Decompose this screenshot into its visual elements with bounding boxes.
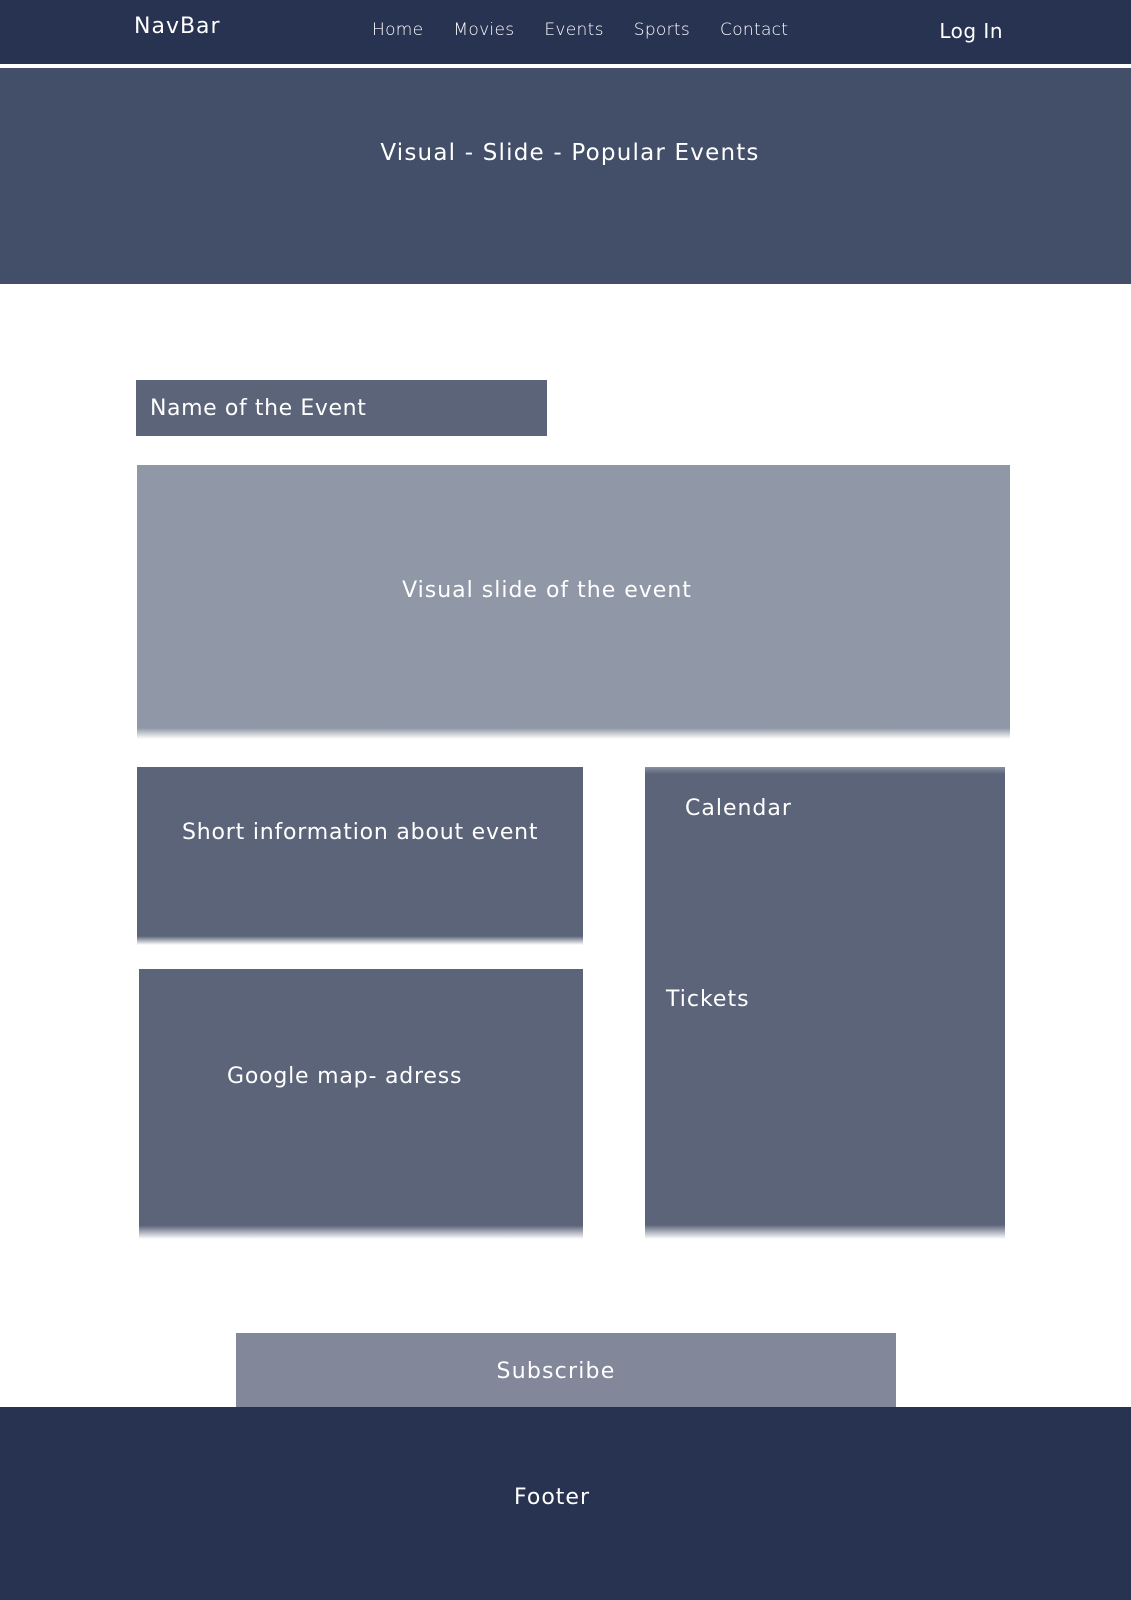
subscribe-button[interactable]: Subscribe [236, 1333, 896, 1407]
nav-link-movies[interactable]: Movies [453, 20, 515, 40]
event-name: Name of the Event [150, 396, 367, 421]
event-slide-text: Visual slide of the event [402, 578, 692, 603]
hero-text: Visual - Slide - Popular Events [380, 140, 760, 166]
event-visual-slide[interactable]: Visual slide of the event [137, 465, 1010, 739]
event-info-text: Short information about event [182, 820, 539, 845]
calendar-label[interactable]: Calendar [685, 796, 792, 821]
nav-link-sports[interactable]: Sports [633, 20, 691, 40]
nav-links: Home Movies Events Sports Contact [372, 20, 818, 40]
map-card[interactable]: Google map- adress [139, 969, 583, 1239]
login-button[interactable]: Log In [939, 19, 1003, 43]
calendar-tickets-card: Calendar Tickets [645, 767, 1005, 1239]
map-text: Google map- adress [227, 1064, 463, 1089]
nav-link-home[interactable]: Home [372, 20, 424, 40]
event-info-card: Short information about event [137, 767, 583, 945]
navbar-brand[interactable]: NavBar [134, 14, 221, 39]
nav-link-contact[interactable]: Contact [720, 20, 789, 40]
footer-text: Footer [514, 1485, 590, 1510]
nav-link-events[interactable]: Events [544, 20, 604, 40]
footer: Footer [0, 1407, 1131, 1600]
hero-slider[interactable]: Visual - Slide - Popular Events [0, 68, 1131, 284]
subscribe-label: Subscribe [496, 1359, 616, 1384]
event-name-box: Name of the Event [136, 380, 547, 436]
navbar: NavBar Home Movies Events Sports Contact… [0, 0, 1131, 67]
tickets-label[interactable]: Tickets [666, 987, 750, 1012]
